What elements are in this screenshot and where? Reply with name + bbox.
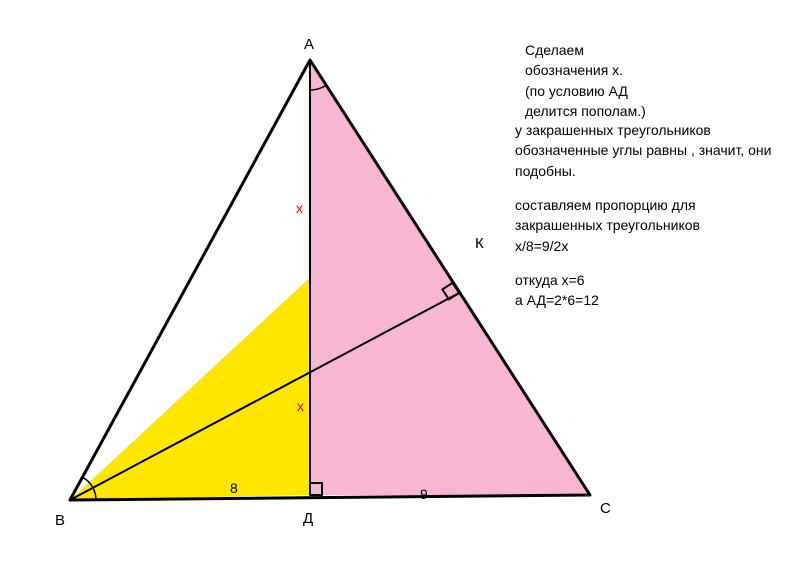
note-line: откуда х=6 bbox=[515, 270, 599, 290]
note-line: а АД=2*6=12 bbox=[515, 290, 599, 310]
note-line: у закрашенных треугольников bbox=[515, 120, 771, 140]
note-designation: Сделаем обозначения x. (по условию АД де… bbox=[525, 40, 646, 121]
x-upper: x bbox=[296, 200, 303, 216]
note-line: обозначения x. bbox=[525, 60, 646, 80]
note-line: x/8=9/2x bbox=[515, 236, 700, 256]
x-lower: x bbox=[297, 398, 304, 414]
label-B: B bbox=[55, 512, 65, 529]
label-D: Д bbox=[303, 510, 313, 527]
note-similar: у закрашенных треугольников обозначенные… bbox=[515, 120, 771, 181]
note-line: Сделаем bbox=[525, 40, 646, 60]
note-line: обозначенные углы равны , значит, они bbox=[515, 140, 771, 160]
label-A: A bbox=[304, 36, 314, 53]
len-BD: 8 bbox=[230, 480, 238, 496]
label-C: C bbox=[600, 500, 611, 517]
note-line: (по условию АД bbox=[525, 81, 646, 101]
label-K: К bbox=[475, 235, 484, 252]
note-answer: откуда х=6 а АД=2*6=12 bbox=[515, 270, 599, 311]
note-line: подобны. bbox=[515, 161, 771, 181]
note-line: составляем пропорцию для bbox=[515, 195, 700, 215]
note-line: делится пополам.) bbox=[525, 101, 646, 121]
note-proportion: составляем пропорцию для закрашенных тре… bbox=[515, 195, 700, 256]
geometry-figure bbox=[0, 0, 794, 583]
len-DC: 9 bbox=[420, 486, 428, 502]
note-line: закрашенных треугольников bbox=[515, 215, 700, 235]
